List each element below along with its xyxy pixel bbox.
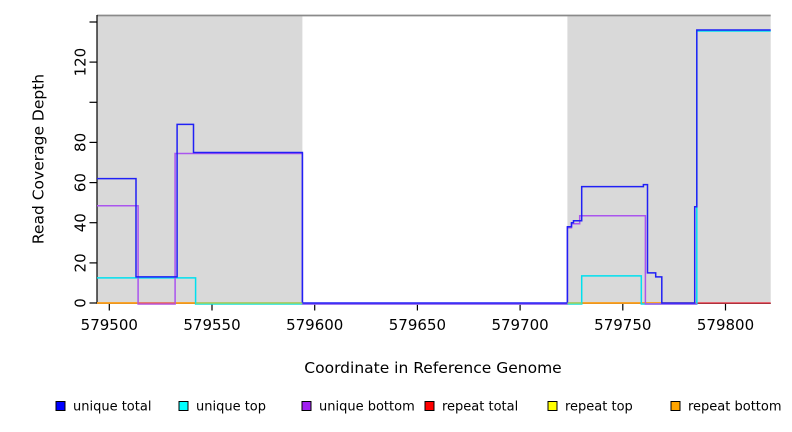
legend-swatch-repeat-bottom (670, 401, 681, 411)
x-tick-label: 579750 (594, 316, 651, 334)
legend-swatch-repeat-total (424, 401, 435, 411)
legend-item-repeat-bottom: repeat bottom (670, 400, 782, 415)
legend-item-unique-bottom: unique bottom (301, 400, 415, 415)
repeat-region-2 (567, 16, 771, 304)
legend-label-repeat-top: repeat top (565, 400, 633, 415)
series-line-unique-total (97, 29, 771, 304)
y-tick-label: 120 (71, 48, 89, 77)
legend: unique total unique top unique bottom repea… (55, 400, 782, 415)
repeat-region-1 (97, 16, 303, 304)
x-tick-label: 579550 (183, 316, 240, 334)
legend-label-unique-bottom: unique bottom (319, 400, 415, 415)
axis-ticks: 579500 579550 579600 579650 579700 579750 5798… (71, 21, 754, 334)
y-tick-label: 40 (71, 213, 89, 232)
x-axis-title: Coordinate in Reference Genome (304, 359, 561, 377)
x-tick-label: 579500 (81, 316, 138, 334)
legend-label-unique-total: unique total (73, 400, 151, 415)
legend-swatch-unique-top (178, 401, 189, 411)
y-tick-label: 0 (71, 298, 89, 308)
x-tick-label: 579700 (491, 316, 548, 334)
y-axis-title: Read Coverage Depth (29, 74, 47, 244)
legend-label-unique-top: unique top (196, 400, 266, 415)
y-tick-label: 80 (71, 133, 89, 152)
legend-label-repeat-total: repeat total (442, 400, 518, 415)
repeat-region-shading (97, 16, 771, 304)
legend-item-unique-top: unique top (178, 400, 266, 415)
legend-label-repeat-bottom: repeat bottom (688, 400, 782, 415)
legend-swatch-unique-total (55, 401, 66, 411)
legend-item-repeat-total: repeat total (424, 400, 518, 415)
legend-item-unique-total: unique total (55, 400, 151, 415)
legend-swatch-unique-bottom (301, 401, 312, 411)
legend-swatch-repeat-top (547, 401, 558, 411)
x-tick-label: 579800 (697, 316, 754, 334)
x-tick-label: 579650 (389, 316, 446, 334)
x-tick-label: 579600 (286, 316, 343, 334)
y-tick-label: 20 (71, 253, 89, 272)
legend-item-repeat-top: repeat top (547, 400, 633, 415)
y-tick-label: 60 (71, 173, 89, 192)
